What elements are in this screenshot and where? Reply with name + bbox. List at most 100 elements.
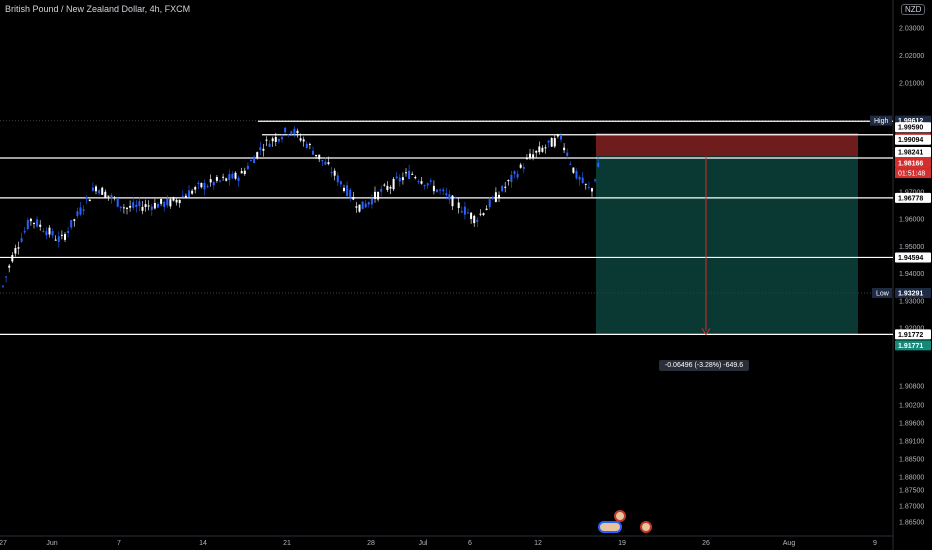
candle-body bbox=[321, 159, 324, 162]
candle-body bbox=[157, 204, 159, 208]
candle-body bbox=[566, 152, 569, 156]
candle-body bbox=[144, 204, 147, 208]
candle-body bbox=[405, 172, 407, 174]
candle-body bbox=[581, 177, 584, 184]
candle-body bbox=[510, 174, 513, 183]
take-profit-zone bbox=[596, 156, 858, 335]
dividends-icon[interactable] bbox=[640, 521, 652, 533]
news-icon[interactable] bbox=[598, 521, 622, 533]
candle-body bbox=[349, 189, 352, 198]
candle-body bbox=[51, 231, 54, 236]
candle-body bbox=[522, 167, 525, 169]
candle-body bbox=[355, 206, 358, 208]
candle-body bbox=[463, 206, 466, 215]
countdown-bg bbox=[895, 168, 931, 179]
candle-body bbox=[79, 207, 82, 215]
candle-body bbox=[122, 207, 125, 209]
candle-body bbox=[212, 181, 215, 186]
y-axis-tick: 1.89600 bbox=[899, 421, 924, 428]
candle-body bbox=[513, 171, 516, 174]
candle-body bbox=[234, 172, 237, 179]
candle-body bbox=[73, 219, 76, 221]
target-arrow-head bbox=[701, 328, 711, 336]
candle-body bbox=[259, 147, 262, 150]
candle-body bbox=[389, 187, 392, 189]
candle-body bbox=[485, 208, 488, 211]
candle-body bbox=[178, 199, 181, 204]
candle-body bbox=[48, 227, 51, 235]
candle-body bbox=[343, 187, 345, 192]
candle-body bbox=[169, 199, 172, 207]
candle-body bbox=[101, 187, 104, 195]
candle-body bbox=[544, 147, 547, 149]
candle-body bbox=[237, 177, 240, 182]
candle-body bbox=[432, 185, 435, 192]
y-axis-tick: 1.88000 bbox=[899, 475, 924, 482]
currency-badge[interactable]: NZD bbox=[901, 4, 926, 15]
candle-body bbox=[532, 154, 535, 159]
candle-body bbox=[597, 162, 600, 168]
candle-body bbox=[271, 138, 274, 142]
candle-body bbox=[525, 158, 528, 160]
level-badge-bg bbox=[895, 147, 931, 157]
candle-body bbox=[163, 201, 166, 208]
symbol-title[interactable]: British Pound / New Zealand Dollar, 4h, … bbox=[5, 4, 191, 14]
candle-body bbox=[225, 178, 228, 181]
candle-body bbox=[516, 173, 519, 178]
y-axis-tick: 2.02000 bbox=[899, 53, 924, 60]
candle-body bbox=[197, 182, 200, 184]
high-label: High bbox=[874, 118, 889, 125]
target-value-badge: 1.91771 bbox=[898, 343, 923, 350]
candle-body bbox=[367, 202, 370, 205]
candle-body bbox=[460, 211, 463, 213]
candle-body bbox=[519, 164, 522, 168]
candle-body bbox=[228, 174, 231, 181]
candle-body bbox=[451, 195, 454, 207]
candle-body bbox=[327, 162, 330, 165]
candle-body bbox=[575, 171, 578, 179]
y-axis-tick: 1.90800 bbox=[899, 384, 924, 391]
candle-body bbox=[181, 195, 184, 197]
x-axis-tick: 21 bbox=[283, 540, 291, 547]
candle-body bbox=[184, 195, 187, 198]
candle-body bbox=[572, 167, 575, 173]
candle-body bbox=[569, 163, 572, 165]
low-value-badge: 1.93291 bbox=[898, 290, 923, 297]
candle-body bbox=[442, 189, 445, 192]
earnings-icon[interactable] bbox=[614, 510, 626, 522]
candle-body bbox=[547, 140, 550, 143]
candle-body bbox=[222, 176, 225, 178]
x-axis-tick: 28 bbox=[367, 540, 375, 547]
x-axis-tick: 14 bbox=[199, 540, 207, 547]
candle-body bbox=[339, 181, 342, 185]
candle-body bbox=[401, 177, 404, 181]
candle-body bbox=[2, 285, 4, 287]
candle-body bbox=[454, 197, 457, 199]
candle-body bbox=[333, 170, 336, 176]
candle-body bbox=[98, 190, 101, 194]
level-badge: 1.91772 bbox=[898, 332, 923, 339]
candle-body bbox=[535, 150, 538, 153]
target-value-badge-bg bbox=[895, 340, 931, 351]
candle-body bbox=[5, 276, 8, 278]
candle-body bbox=[82, 209, 85, 211]
candle-body bbox=[39, 224, 42, 227]
candle-body bbox=[256, 152, 259, 158]
candle-body bbox=[420, 181, 423, 184]
candle-body bbox=[191, 190, 194, 194]
candle-body bbox=[209, 179, 212, 183]
candle-body bbox=[91, 187, 94, 191]
candle-body bbox=[504, 186, 507, 188]
candle-body bbox=[277, 138, 280, 142]
candle-body bbox=[215, 177, 218, 181]
candle-body bbox=[370, 198, 373, 205]
candle-body bbox=[296, 130, 299, 134]
candle-body bbox=[26, 220, 29, 230]
candle-body bbox=[312, 150, 314, 155]
candle-body bbox=[358, 204, 361, 212]
candle-body bbox=[14, 247, 17, 254]
level-badge-bg bbox=[895, 329, 931, 340]
high-value-badge: 1.99612 bbox=[898, 118, 923, 125]
low-label-bg bbox=[872, 287, 892, 298]
